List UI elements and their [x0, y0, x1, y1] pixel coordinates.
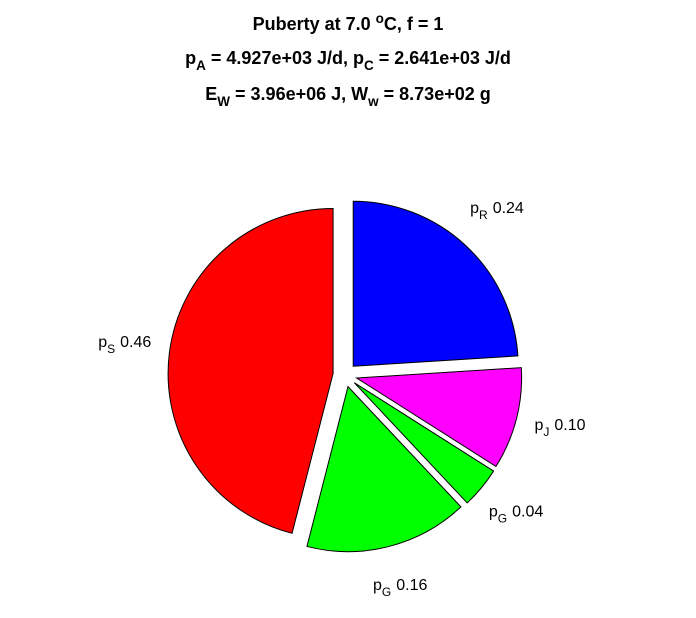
text-part: C, f = 1	[384, 14, 444, 34]
subscript: A	[196, 58, 206, 73]
chart-title: pA = 4.927e+03 J/d, pC = 2.641e+03 J/d	[185, 48, 511, 73]
text-part: p	[470, 200, 479, 217]
subscript: G	[498, 512, 507, 526]
text-part: = 8.73e+02 g	[379, 84, 491, 104]
text-part: p	[373, 577, 382, 594]
text-part: 0.24	[493, 200, 524, 217]
chart-title: Puberty at 7.0 oC, f = 1	[253, 11, 444, 34]
text-part: = 3.96e+06 J, W	[230, 84, 368, 104]
pie-slice	[167, 207, 334, 534]
subscript: C	[364, 58, 374, 73]
supscript: o	[376, 11, 384, 26]
text-part: Puberty at 7.0	[253, 14, 376, 34]
text-part: 0.10	[554, 417, 585, 434]
slice-label: pG 0.04	[489, 504, 543, 526]
subscript: J	[543, 425, 549, 439]
text-part: p	[98, 334, 107, 351]
subscript: S	[107, 342, 115, 356]
chart-title: EW = 3.96e+06 J, Ww = 8.73e+02 g	[205, 84, 490, 109]
subscript: G	[382, 585, 391, 599]
text-part: E	[205, 84, 217, 104]
slice-label: pJ 0.10	[535, 417, 586, 439]
text-part: p	[489, 504, 498, 521]
subscript: R	[479, 208, 488, 222]
subscript: w	[367, 94, 379, 109]
text-part: 0.04	[512, 504, 543, 521]
slice-label: pG 0.16	[373, 577, 427, 599]
text-part: p	[535, 417, 544, 434]
pie-slice	[355, 367, 523, 468]
text-part: = 4.927e+03 J/d, p	[206, 48, 364, 68]
pie-slice	[352, 200, 519, 367]
pie-slice	[353, 382, 495, 504]
slice-label: pS 0.46	[98, 334, 151, 356]
slice-label: pR 0.24	[470, 200, 524, 222]
text-part: 0.16	[396, 577, 427, 594]
pie-slice	[306, 385, 462, 553]
text-part: = 2.641e+03 J/d	[374, 48, 511, 68]
text-part: 0.46	[120, 334, 151, 351]
subscript: W	[217, 94, 230, 109]
text-part: p	[185, 48, 196, 68]
